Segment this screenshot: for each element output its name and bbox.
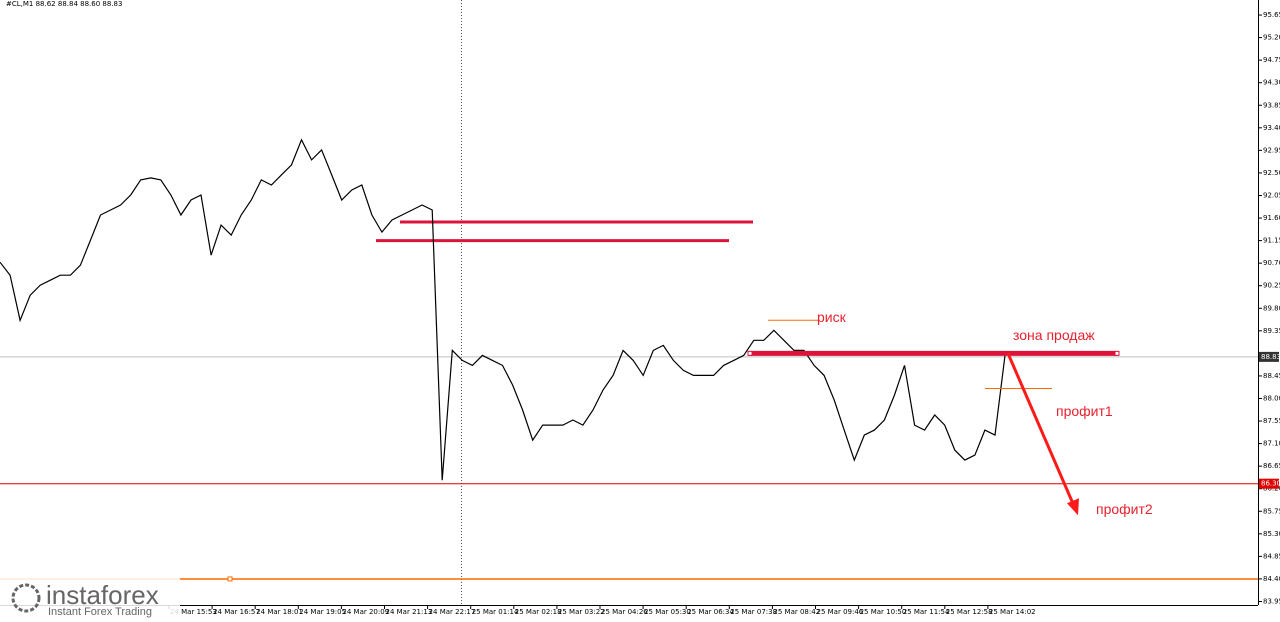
target-arrow (1006, 352, 1077, 509)
x-tick-label: 24 Mar 18:01 (256, 608, 303, 616)
support-label-bg (1259, 478, 1279, 489)
sell-zone-handle (747, 350, 753, 356)
logo-bg (0, 577, 180, 622)
annotation-label: профит2 (1096, 501, 1153, 517)
y-tick-label: 95.20 (1263, 34, 1280, 42)
y-tick-label: 84.40 (1263, 575, 1280, 583)
y-tick-label: 84.85 (1263, 552, 1280, 560)
x-tick-label: 25 Mar 06:34 (687, 608, 734, 616)
y-tick-label: 88.00 (1263, 394, 1280, 402)
x-tick-label: 25 Mar 08:42 (773, 608, 820, 616)
x-tick-label: 25 Mar 05:30 (644, 608, 691, 616)
y-tick-label: 85.75 (1263, 507, 1280, 515)
logo: instaforex Instant Forex Trading (0, 577, 180, 622)
y-tick-label: 87.55 (1263, 417, 1280, 425)
annotation-label: профит1 (1056, 403, 1113, 419)
logo-icon (11, 583, 41, 613)
lower-line-handle (227, 576, 233, 582)
x-tick-label: 24 Mar 19:05 (299, 608, 346, 616)
y-tick-label: 94.30 (1263, 79, 1280, 87)
current-price-label-bg (1259, 351, 1279, 362)
chart-title: #CL,M1 88.62 88.84 88.60 88.83 (6, 0, 122, 8)
x-tick-label: 24 Mar 21:13 (386, 608, 433, 616)
sell-zone-handle (1114, 350, 1120, 356)
y-tick-label: 92.50 (1263, 169, 1280, 177)
support-label: 86.30 (1261, 480, 1280, 488)
x-tick-label: 25 Mar 10:50 (860, 608, 907, 616)
y-tick-label: 92.05 (1263, 191, 1280, 199)
x-tick-label: 24 Mar 20:09 (342, 608, 389, 616)
y-tick-label: 88.45 (1263, 372, 1280, 380)
price-line (0, 138, 1006, 481)
x-tick-label: 25 Mar 14:02 (989, 608, 1036, 616)
x-tick-label: 25 Mar 01:14 (472, 608, 519, 616)
logo-name: instaforex (46, 580, 159, 610)
current-price-label: 88.83 (1261, 353, 1280, 361)
y-tick-label: 94.75 (1263, 56, 1280, 64)
y-tick-label: 93.40 (1263, 124, 1280, 132)
x-tick-label: 25 Mar 07:38 (730, 608, 777, 616)
x-tick-label: 25 Mar 03:22 (558, 608, 605, 616)
x-tick-label: 25 Mar 02:18 (515, 608, 562, 616)
x-tick-label: 25 Mar 11:54 (903, 608, 950, 616)
y-tick-label: 86.65 (1263, 462, 1280, 470)
x-tick-label: 24 Mar 16:57 (213, 608, 260, 616)
y-tick-label: 90.25 (1263, 282, 1280, 290)
y-tick-label: 95.65 (1263, 11, 1280, 19)
annotation-label: риск (817, 309, 847, 325)
arrow-head (1067, 498, 1079, 516)
y-tick-label: 87.10 (1263, 440, 1280, 448)
x-tick-label: 25 Mar 09:46 (817, 608, 864, 616)
y-tick-label: 91.60 (1263, 214, 1280, 222)
y-tick-label: 89.80 (1263, 304, 1280, 312)
y-tick-label: 85.30 (1263, 530, 1280, 538)
y-tick-label: 83.95 (1263, 597, 1280, 605)
y-tick-label: 86.20 (1263, 485, 1280, 493)
x-tick-label: 25 Mar 04:26 (601, 608, 648, 616)
annotation-label: зона продаж (1013, 327, 1095, 343)
y-tick-label: 91.15 (1263, 237, 1280, 245)
x-tick-label: 24 Mar 15:53 (170, 608, 217, 616)
y-tick-label: 89.35 (1263, 327, 1280, 335)
y-tick-label: 93.85 (1263, 101, 1280, 109)
y-tick-label: 92.95 (1263, 146, 1280, 154)
logo-tagline: Instant Forex Trading (48, 606, 152, 618)
y-tick-label: 90.70 (1263, 259, 1280, 267)
x-tick-label: 25 Mar 12:58 (946, 608, 993, 616)
x-tick-label: 24 Mar 22:17 (429, 608, 476, 616)
